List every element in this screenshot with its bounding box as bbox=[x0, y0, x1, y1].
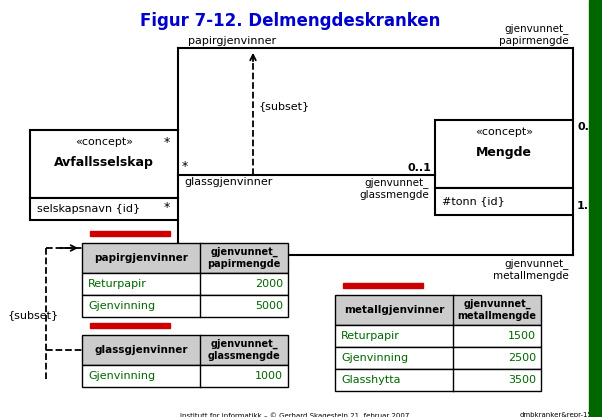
Text: Gjenvinning: Gjenvinning bbox=[88, 301, 155, 311]
Text: Returpapir: Returpapir bbox=[88, 279, 147, 289]
Text: 0..1: 0..1 bbox=[407, 163, 431, 173]
Text: Returpapir: Returpapir bbox=[341, 331, 400, 341]
Text: 1000: 1000 bbox=[255, 371, 283, 381]
Bar bbox=[90, 323, 170, 328]
Text: Mengde: Mengde bbox=[476, 146, 532, 158]
Text: Glasshytta: Glasshytta bbox=[341, 375, 400, 385]
FancyBboxPatch shape bbox=[435, 188, 573, 215]
Bar bbox=[335, 347, 541, 369]
Text: Institutt for informatikk – © Gerhard Skagestein 21. februar 2007: Institutt for informatikk – © Gerhard Sk… bbox=[180, 412, 409, 417]
Text: 1500: 1500 bbox=[508, 331, 536, 341]
Text: gjenvunnet_
papirmengde: gjenvunnet_ papirmengde bbox=[500, 23, 569, 46]
Text: {subset}: {subset} bbox=[8, 310, 59, 320]
Text: *: * bbox=[182, 160, 188, 173]
Text: 2500: 2500 bbox=[508, 353, 536, 363]
Text: Avfallsselskap: Avfallsselskap bbox=[54, 156, 154, 168]
Bar bbox=[82, 295, 288, 317]
Text: Figur 7-12. Delmengdeskranken: Figur 7-12. Delmengdeskranken bbox=[140, 12, 440, 30]
Text: glassgjenvinner: glassgjenvinner bbox=[184, 177, 272, 187]
Bar bbox=[90, 231, 170, 236]
Text: metallgjenvinner: metallgjenvinner bbox=[344, 305, 444, 315]
Text: gjenvunnet_
glassmengde: gjenvunnet_ glassmengde bbox=[208, 339, 281, 361]
Text: «concept»: «concept» bbox=[75, 137, 133, 147]
Bar bbox=[589, 0, 602, 417]
Text: «concept»: «concept» bbox=[475, 127, 533, 137]
Bar bbox=[82, 335, 288, 365]
Text: dmbkranker&repr-15: dmbkranker&repr-15 bbox=[520, 412, 593, 417]
Text: 5000: 5000 bbox=[255, 301, 283, 311]
Bar bbox=[335, 295, 541, 325]
Text: selskapsnavn {id}: selskapsnavn {id} bbox=[37, 204, 140, 214]
Text: Gjenvinning: Gjenvinning bbox=[88, 371, 155, 381]
Bar bbox=[343, 283, 423, 288]
Text: glassgjenvinner: glassgjenvinner bbox=[95, 345, 188, 355]
Text: #tonn {id}: #tonn {id} bbox=[442, 196, 504, 206]
FancyBboxPatch shape bbox=[30, 198, 178, 220]
Text: gjenvunnet_
papirmengde: gjenvunnet_ papirmengde bbox=[207, 247, 281, 269]
Text: *: * bbox=[164, 136, 170, 149]
Bar bbox=[335, 369, 541, 391]
Text: 2000: 2000 bbox=[255, 279, 283, 289]
Bar bbox=[82, 273, 288, 295]
Text: papirgjenvinner: papirgjenvinner bbox=[188, 36, 276, 46]
Text: papirgjenvinner: papirgjenvinner bbox=[94, 253, 188, 263]
Bar bbox=[82, 365, 288, 387]
Text: gjenvunnet_
glassmengde: gjenvunnet_ glassmengde bbox=[359, 177, 429, 199]
Text: {subset}: {subset} bbox=[259, 101, 310, 111]
Text: gjenvunnet_
metallmengde: gjenvunnet_ metallmengde bbox=[493, 258, 569, 281]
Text: gjenvunnet_
metallmengde: gjenvunnet_ metallmengde bbox=[458, 299, 536, 321]
FancyBboxPatch shape bbox=[30, 130, 178, 198]
Text: 1..1: 1..1 bbox=[577, 201, 601, 211]
Text: 0..1: 0..1 bbox=[577, 122, 601, 132]
Bar bbox=[82, 243, 288, 273]
Text: 3500: 3500 bbox=[508, 375, 536, 385]
Bar bbox=[335, 325, 541, 347]
FancyBboxPatch shape bbox=[435, 120, 573, 188]
Text: metallgjenvinner: metallgjenvinner bbox=[188, 258, 283, 268]
Text: *: * bbox=[164, 201, 170, 214]
Text: Gjenvinning: Gjenvinning bbox=[341, 353, 408, 363]
